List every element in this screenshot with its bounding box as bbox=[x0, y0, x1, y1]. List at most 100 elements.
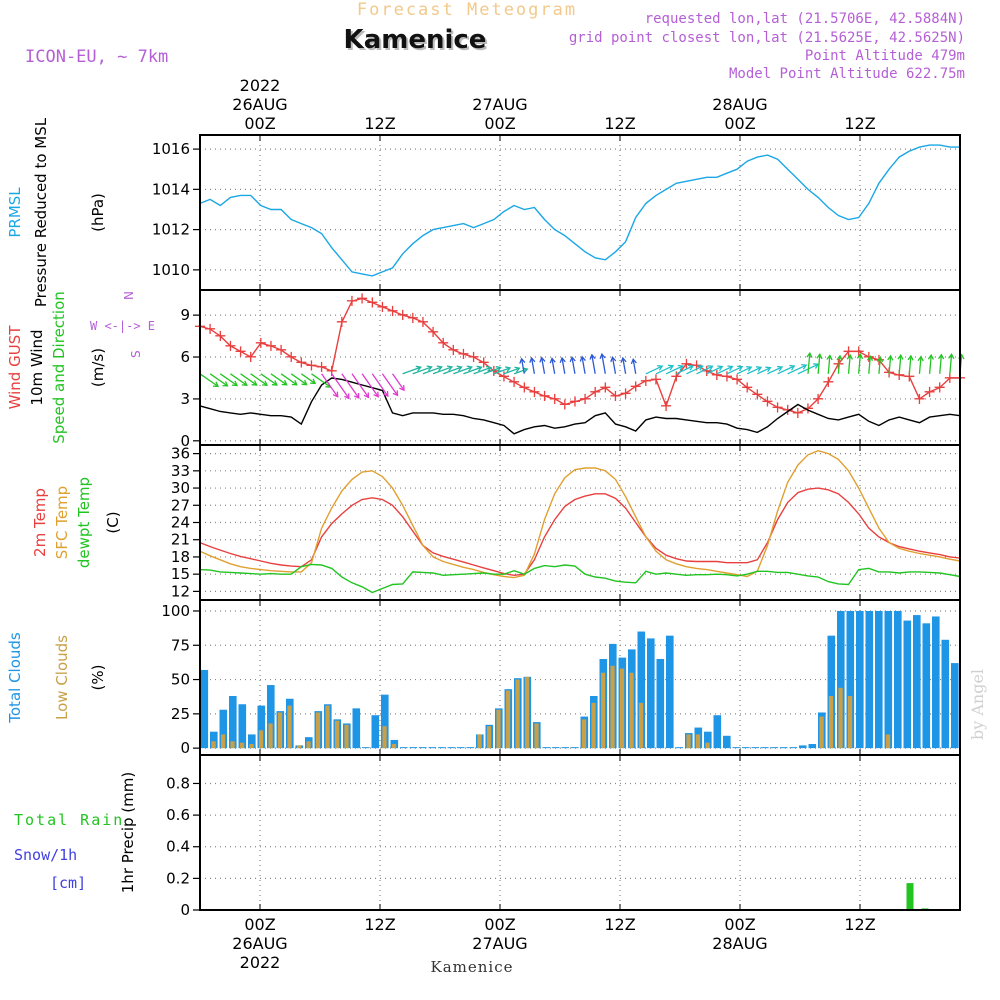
wind-arrow bbox=[858, 354, 862, 374]
low-cloud-bar bbox=[505, 690, 511, 749]
gust-marker: + bbox=[335, 312, 348, 331]
wind-arrowhead bbox=[399, 385, 405, 392]
gust-marker: + bbox=[599, 378, 612, 397]
wind-arrow bbox=[817, 354, 821, 374]
wind-arrowhead bbox=[281, 379, 288, 386]
low-cloud-bar bbox=[885, 734, 891, 749]
y-tick-label: 0 bbox=[180, 901, 190, 919]
total-cloud-bar bbox=[200, 669, 209, 749]
y-axis-label: 2m Temp bbox=[31, 488, 49, 557]
y-tick-label: 15 bbox=[171, 565, 190, 583]
wind-arrowhead bbox=[446, 365, 454, 372]
total-cloud-bar bbox=[856, 610, 864, 749]
low-cloud-bar bbox=[287, 705, 292, 749]
wind-arrow bbox=[442, 366, 462, 375]
low-cloud-bar bbox=[277, 712, 283, 749]
gust-marker: + bbox=[680, 354, 693, 373]
wind-arrowhead bbox=[927, 353, 934, 360]
wind-arrow bbox=[483, 367, 501, 375]
wind-arrow bbox=[726, 366, 743, 375]
wind-arrow bbox=[611, 357, 617, 374]
gust-marker: + bbox=[406, 308, 419, 327]
wind-arrowhead bbox=[727, 365, 734, 372]
gust-marker: + bbox=[376, 297, 389, 316]
wind-arrowhead bbox=[495, 366, 502, 372]
wind-arrow bbox=[371, 373, 389, 397]
wind-arrow bbox=[250, 373, 268, 386]
top-time-label: 12Z bbox=[604, 114, 635, 133]
low-cloud-bar bbox=[828, 696, 834, 749]
total-cloud-bar bbox=[381, 694, 389, 749]
wind-arrow bbox=[473, 366, 492, 375]
wind-arrow bbox=[898, 354, 902, 374]
wind-arrowhead bbox=[776, 365, 784, 372]
wind-arrowhead bbox=[291, 379, 298, 386]
gust-marker: + bbox=[822, 372, 835, 391]
bottom-time-label: 27AUG bbox=[472, 934, 527, 953]
wind-arrowhead bbox=[456, 365, 463, 372]
wind-arrowhead bbox=[677, 364, 684, 371]
low-cloud-bar bbox=[477, 734, 482, 749]
y-tick-label: 0.2 bbox=[166, 869, 190, 887]
total-cloud-bar bbox=[704, 731, 712, 749]
total-cloud-bar bbox=[846, 610, 855, 749]
low-cloud-bar bbox=[705, 742, 710, 749]
wind-arrowhead bbox=[897, 353, 904, 360]
bottom-time-label: 28AUG bbox=[712, 934, 767, 953]
wind-arrow bbox=[199, 373, 219, 387]
top-time-label: 00Z bbox=[244, 114, 275, 133]
gust-marker: + bbox=[214, 326, 227, 345]
wind-arrowhead bbox=[836, 354, 843, 361]
low-cloud-bar bbox=[334, 720, 340, 749]
top-time-label: 26AUG bbox=[232, 95, 287, 114]
low-cloud-bar bbox=[211, 741, 216, 749]
gust-marker: + bbox=[852, 341, 865, 360]
y-tick-label: 25 bbox=[171, 705, 190, 723]
gust-marker: + bbox=[639, 371, 652, 390]
wind-arrow bbox=[807, 353, 811, 374]
total-cloud-bar bbox=[362, 747, 370, 749]
low-cloud-bar bbox=[534, 723, 539, 749]
y-tick-label: 18 bbox=[171, 548, 190, 566]
y-tick-label: 1010 bbox=[152, 261, 190, 279]
wind-arrowhead bbox=[222, 381, 229, 387]
legend-snow: Snow/1h bbox=[14, 846, 77, 864]
low-cloud-bar bbox=[239, 742, 245, 749]
wind-arrowhead bbox=[310, 378, 317, 385]
gust-marker: + bbox=[771, 397, 784, 416]
total-cloud-bar bbox=[419, 747, 427, 749]
gust-marker: + bbox=[538, 386, 551, 405]
total-cloud-bar bbox=[808, 744, 817, 749]
wind-arrowhead bbox=[610, 355, 617, 363]
total-cloud-bar bbox=[438, 747, 446, 749]
gust-marker: + bbox=[224, 336, 237, 355]
gust-marker: + bbox=[923, 382, 936, 401]
top-time-label: 00Z bbox=[484, 114, 515, 133]
low-cloud-bar bbox=[268, 723, 273, 749]
gust-marker: + bbox=[416, 312, 429, 331]
low-cloud-bar bbox=[695, 734, 701, 749]
wind-arrowhead bbox=[907, 354, 914, 361]
series-line-1 bbox=[199, 449, 961, 579]
total-cloud-bar bbox=[267, 685, 275, 749]
bottom-time-label: 2022 bbox=[240, 953, 281, 972]
wind-arrowhead bbox=[717, 365, 724, 372]
low-cloud-bar bbox=[296, 745, 302, 749]
wind-arrow bbox=[827, 355, 831, 374]
panel-pressure: 1010 1012 1014 1016 bbox=[152, 134, 961, 291]
low-cloud-bar bbox=[496, 709, 501, 749]
wind-arrow bbox=[706, 365, 723, 375]
wind-arrowhead bbox=[846, 353, 853, 360]
y-axis-label: Low Clouds bbox=[53, 635, 71, 720]
compass-s: S bbox=[129, 350, 143, 358]
gust-marker: + bbox=[366, 293, 379, 312]
wind-arrowhead bbox=[707, 365, 714, 371]
total-cloud-bar bbox=[875, 610, 883, 749]
gust-marker: + bbox=[862, 347, 875, 366]
series-line-0 bbox=[199, 144, 960, 277]
y-tick-label: 100 bbox=[161, 602, 190, 620]
wind-arrow bbox=[591, 354, 596, 374]
wind-arrow bbox=[675, 365, 694, 375]
wind-arrow bbox=[530, 357, 536, 374]
